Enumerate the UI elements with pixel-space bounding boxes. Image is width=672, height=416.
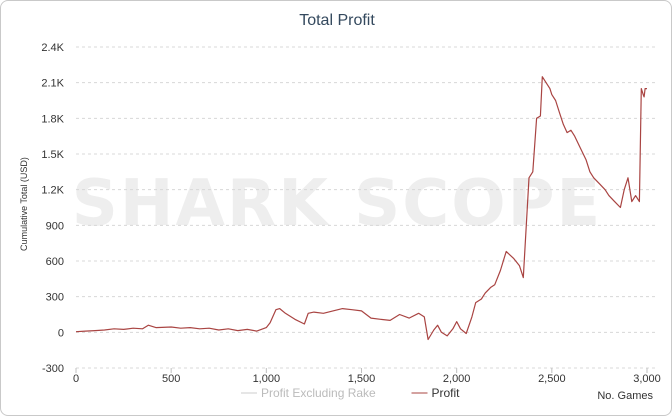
y-tick-label: 2.4K [41, 42, 64, 54]
y-tick-label: -300 [42, 363, 64, 375]
x-tick-label: 1,000 [253, 373, 281, 385]
y-tick-label: 300 [46, 292, 64, 304]
chart-title: Total Profit [299, 12, 375, 29]
y-tick-label: 600 [46, 256, 64, 268]
x-axis-label: No. Games [597, 390, 653, 402]
y-tick-label: 900 [46, 220, 64, 232]
series-line-1 [75, 76, 647, 341]
y-tick-label: 1.8K [41, 113, 64, 125]
series-layer [75, 76, 647, 341]
watermark: SHARK SCOPE [72, 167, 602, 241]
x-tick-label: 500 [162, 373, 180, 385]
x-tick-label: 2,000 [443, 373, 471, 385]
watermark-text: SHARK SCOPE [72, 167, 602, 241]
legend: Profit Excluding Rake Profit [241, 386, 460, 400]
y-tick-label: 1.2K [41, 185, 64, 197]
y-axis-ticks: -300 0 300 600 900 1.2K 1.5K 1.8K 2.1K 2.4K [41, 42, 64, 375]
x-tick-label: 3,000 [633, 373, 661, 385]
gridlines [76, 46, 657, 369]
x-tick-label: 1,500 [348, 373, 376, 385]
y-axis-label: Cumulative Total (USD) [19, 157, 29, 251]
y-tick-label: 0 [58, 327, 64, 339]
y-tick-label: 1.5K [41, 149, 64, 161]
x-tick-label: 2,500 [538, 373, 566, 385]
x-axis-ticks: 0 500 1,000 1,500 2,000 2,500 3,000 [73, 368, 661, 385]
legend-item-label[interactable]: Profit [432, 386, 461, 400]
y-tick-label: 2.1K [41, 78, 64, 90]
x-tick-label: 0 [73, 373, 79, 385]
legend-item-label[interactable]: Profit Excluding Rake [261, 386, 376, 400]
